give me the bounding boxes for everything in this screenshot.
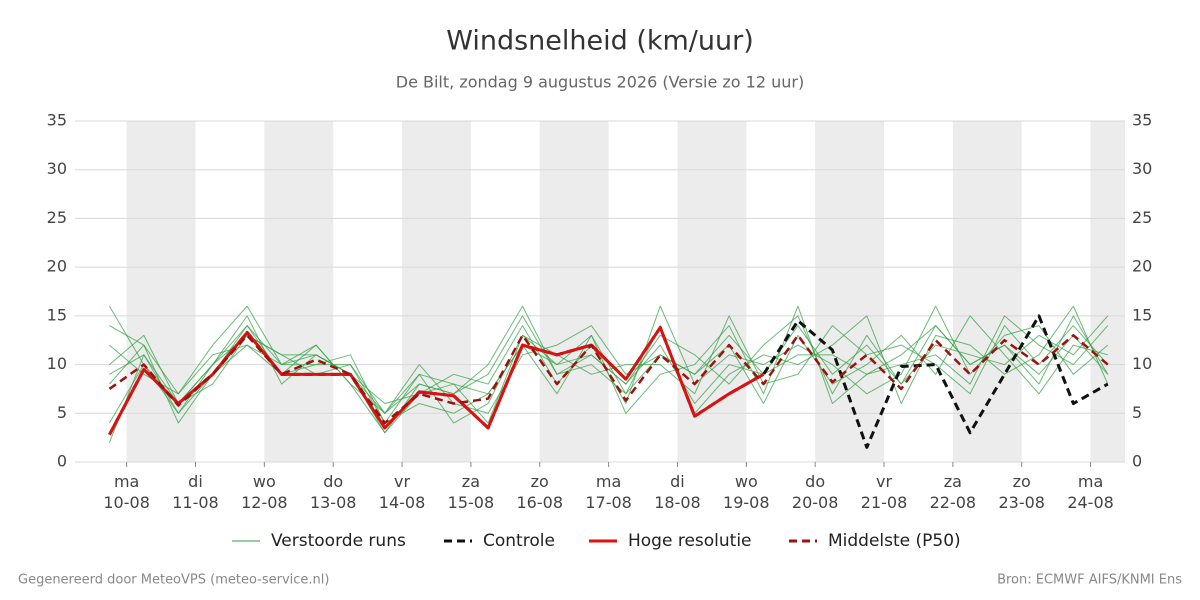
day-band [1090, 121, 1125, 462]
x-tick-label-line: vr [876, 472, 892, 491]
footer-right: Bron: ECMWF AIFS/KNMI Ens [997, 573, 1182, 588]
legend-label: Verstoorde runs [271, 531, 406, 551]
x-tick-label: zo 16-08 [517, 472, 564, 512]
y-tick-label: 25 [47, 208, 67, 227]
series-line [108, 326, 765, 436]
chart-subtitle: De Bilt, zondag 9 augustus 2026 (Versie … [396, 73, 804, 92]
x-tick-label-line: do [323, 472, 343, 491]
x-tick-label: ma 24-08 [1067, 472, 1114, 512]
y-tick-label: 30 [47, 159, 67, 178]
x-tick-label-line: 14-08 [379, 493, 426, 512]
y2-tick-label: 15 [1132, 305, 1152, 324]
x-tick-label-line: zo [531, 472, 549, 491]
day-band [126, 121, 196, 462]
x-tick-label-line: za [462, 472, 480, 491]
series-line [108, 334, 1109, 425]
x-tick-label-line: 19-08 [723, 493, 770, 512]
legend-label: Hoge resolutie [628, 531, 752, 551]
x-tick-label-line: di [670, 472, 685, 491]
x-tick-label: di 18-08 [654, 472, 701, 512]
day-band [264, 121, 334, 462]
legend-label: Controle [483, 531, 555, 551]
x-tick-label-line: 20-08 [792, 493, 839, 512]
x-tick-label: di 11-08 [172, 472, 219, 512]
x-tick-label-line: 13-08 [310, 493, 357, 512]
footer-left: Gegenereerd door MeteoVPS (meteo-service… [18, 573, 329, 588]
x-tick-label-line: di [188, 472, 203, 491]
x-tick-label: zo 23-08 [998, 472, 1045, 512]
x-tick-label-line: 17-08 [585, 493, 632, 512]
ensemble-line [108, 305, 1109, 443]
x-tick-label-line: 23-08 [998, 493, 1045, 512]
x-tick-label-line: za [944, 472, 962, 491]
x-tick-label-line: 15-08 [448, 493, 495, 512]
x-tick-label-line: 11-08 [172, 493, 219, 512]
x-tick-label-line: ma [114, 472, 139, 491]
y-tick-label: 15 [47, 305, 67, 324]
x-tick-label: za 22-08 [930, 472, 977, 512]
x-tick-label-line: 22-08 [930, 493, 977, 512]
y2-tick-label: 5 [1132, 403, 1142, 422]
x-tick-label-line: 18-08 [654, 493, 701, 512]
day-band [677, 121, 747, 462]
x-tick-label-line: do [805, 472, 825, 491]
day-band [952, 121, 1022, 462]
x-tick-label: vr 14-08 [379, 472, 426, 512]
y2-tick-label: 0 [1132, 452, 1142, 471]
x-tick-label-line: 10-08 [103, 493, 150, 512]
x-tick-label-line: 21-08 [861, 493, 908, 512]
y2-tick-label: 25 [1132, 208, 1152, 227]
x-tick-label-line: 12-08 [241, 493, 288, 512]
x-tick-label-line: ma [596, 472, 621, 491]
x-tick-label: do 13-08 [310, 472, 357, 512]
day-band [539, 121, 609, 462]
y2-tick-label: 30 [1132, 159, 1152, 178]
x-tick-label-line: vr [394, 472, 410, 491]
y2-tick-label: 10 [1132, 354, 1152, 373]
x-tick-label: wo 12-08 [241, 472, 288, 512]
x-tick-label-line: 16-08 [517, 493, 564, 512]
chart-title: Windsnelheid (km/uur) [446, 26, 754, 57]
x-tick-label: vr 21-08 [861, 472, 908, 512]
y-tick-label: 35 [47, 111, 67, 130]
day-band [402, 121, 471, 462]
y2-tick-label: 35 [1132, 111, 1152, 130]
x-tick-label: ma 17-08 [585, 472, 632, 512]
x-tick-label-line: ma [1078, 472, 1103, 491]
y-tick-label: 10 [47, 354, 67, 373]
day-band [815, 121, 885, 462]
y2-tick-label: 20 [1132, 257, 1152, 276]
x-tick-label-line: wo [253, 472, 276, 491]
x-tick-label: ma 10-08 [103, 472, 150, 512]
x-tick-label-line: 24-08 [1067, 493, 1114, 512]
x-tick-label: za 15-08 [448, 472, 495, 512]
x-tick-label: do 20-08 [792, 472, 839, 512]
ensemble-line [108, 305, 1109, 434]
ensemble-line [109, 305, 1109, 434]
legend-label: Middelste (P50) [828, 531, 961, 551]
y-tick-label: 0 [57, 452, 67, 471]
x-tick-label-line: zo [1013, 472, 1031, 491]
x-tick-label: wo 19-08 [723, 472, 770, 512]
y-tick-label: 20 [47, 257, 67, 276]
x-tick-label-line: wo [735, 472, 758, 491]
y-tick-label: 5 [57, 403, 67, 422]
